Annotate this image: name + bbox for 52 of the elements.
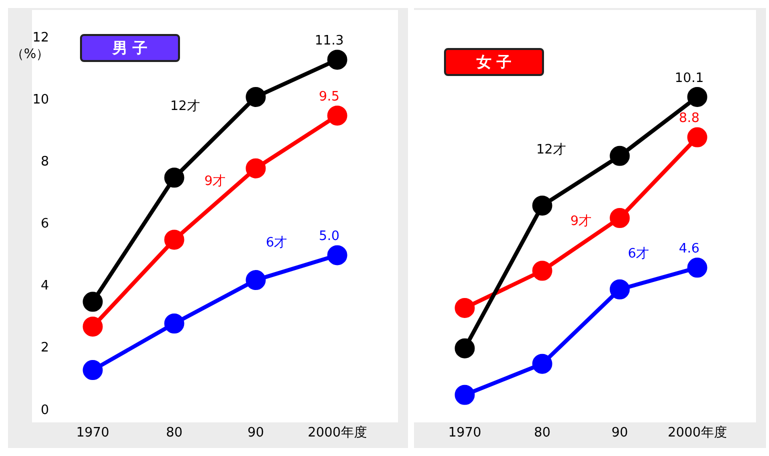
data-label: 4.6 [678,242,700,257]
y-tick-label: 4 [40,278,49,294]
x-tick-label: 90 [611,426,628,441]
point [82,360,103,380]
point [687,258,708,278]
point [246,270,266,290]
point [246,158,266,178]
point [687,86,708,107]
data-label: 9.5 [318,89,340,104]
data-label: 11.3 [314,34,344,49]
y-tick-label: 10 [32,92,49,108]
x-tick-label: 1970 [76,426,110,441]
point [610,146,630,166]
point [454,298,475,318]
series-label: 9才 [204,174,226,189]
data-label: 8.8 [678,111,700,126]
point [327,106,348,126]
x-tick-label: 90 [247,426,264,441]
point [164,230,184,250]
y-tick-label: 2 [40,340,49,356]
point [82,316,103,337]
point [454,338,475,358]
y-tick-label: 6 [40,216,49,232]
point [532,260,552,281]
x-tick-label: 2000年度 [668,424,727,441]
point [327,50,348,70]
y-axis-title: （%） [10,46,50,62]
y-tick-label: 8 [40,154,49,170]
point [164,168,184,188]
y-tick-label: 0 [40,402,49,418]
point [246,86,266,107]
point [532,354,552,374]
point [82,292,103,312]
y-tick-label: 12 [32,30,49,46]
data-label: 5.0 [318,229,340,244]
point [532,196,552,216]
series-label: 6才 [266,236,288,251]
series-label: 9才 [570,214,592,230]
data-label: 10.1 [674,70,704,86]
point [164,314,184,334]
x-tick-label: 80 [166,426,183,441]
x-tick-label: 1970 [448,426,482,441]
x-tick-label: 2000年度 [308,424,367,441]
point [327,245,348,266]
point [610,208,630,228]
x-tick-label: 80 [534,426,551,441]
text: 12才 [536,142,566,158]
series-label: 6才 [628,246,650,262]
point [687,127,708,148]
point [610,279,630,300]
point [454,384,475,405]
text: 12才 [170,99,200,114]
